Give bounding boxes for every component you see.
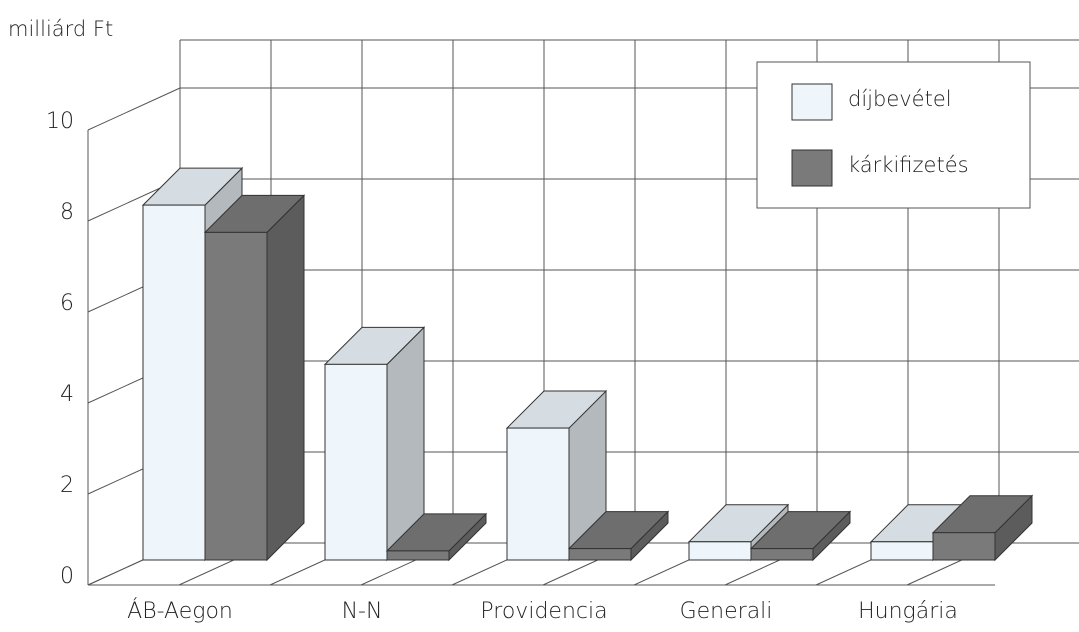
y-tick-label: 10	[46, 109, 74, 134]
y-axis-label: milliárd Ft	[8, 17, 113, 41]
y-tick-label: 2	[60, 473, 74, 498]
legend-label: kárkifizetés	[848, 153, 969, 177]
bar	[505, 389, 608, 562]
bar-front	[870, 541, 934, 561]
bar	[203, 194, 306, 562]
y-tick-label: 4	[60, 382, 74, 407]
bar	[385, 512, 488, 562]
x-tick-label: Generali	[680, 599, 773, 624]
bar-side	[266, 194, 305, 562]
bar-front	[324, 363, 388, 561]
bar	[323, 326, 426, 562]
bar-front	[568, 548, 632, 561]
x-tick-label: Providencia	[480, 599, 607, 624]
bar-front	[688, 541, 752, 561]
bar	[931, 494, 1034, 562]
bar-front	[506, 427, 570, 561]
bar-front	[750, 548, 814, 561]
y-tick-label: 0	[60, 564, 74, 589]
y-tick-label: 6	[60, 291, 74, 316]
bar-front	[386, 550, 450, 561]
y-tick-label: 8	[60, 200, 74, 225]
legend-swatch	[791, 83, 833, 121]
x-tick-label: ÁB-Aegon	[127, 598, 233, 624]
x-tick-label: N-N	[342, 599, 383, 624]
grid-line	[87, 87, 181, 131]
x-tick-label: Hungária	[858, 599, 958, 624]
bar-front	[932, 532, 996, 561]
bar-front	[142, 204, 206, 561]
legend-label: díjbevétel	[848, 87, 952, 111]
legend-swatch	[791, 149, 833, 187]
bar	[567, 510, 670, 562]
bar	[749, 510, 852, 562]
bar-front	[204, 231, 268, 561]
